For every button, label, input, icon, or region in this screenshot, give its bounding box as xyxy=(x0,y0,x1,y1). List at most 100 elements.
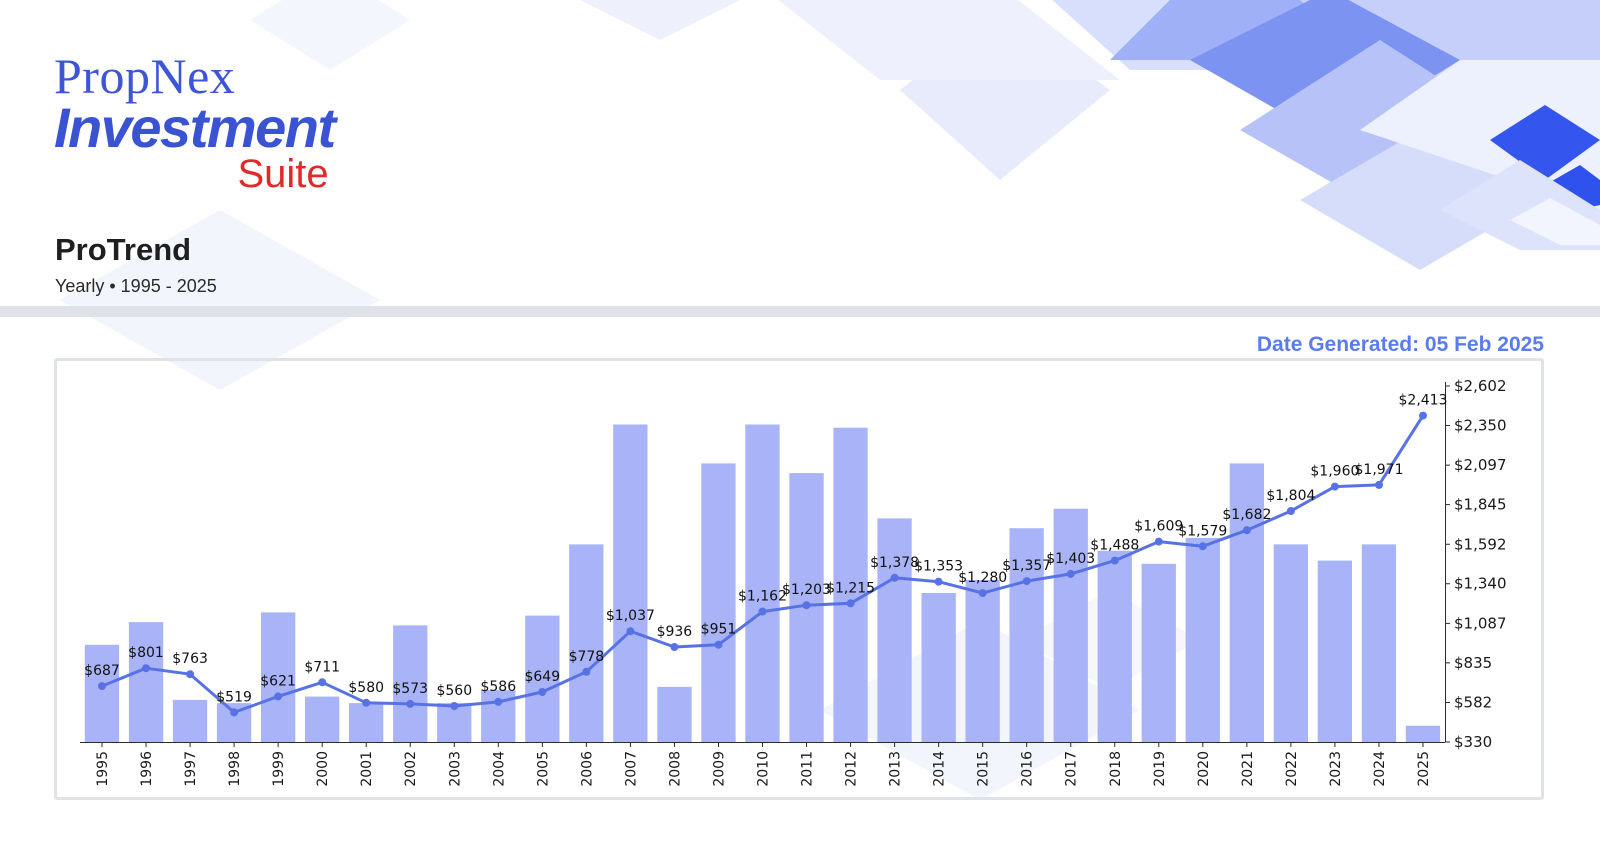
bar-2021 xyxy=(1229,463,1264,742)
x-tick-label-2006: 2006 xyxy=(579,751,595,787)
data-label-2014: $1,353 xyxy=(914,559,963,575)
report-subtitle: Yearly • 1995 - 2025 xyxy=(55,276,217,296)
data-label-2017: $1,403 xyxy=(1046,551,1095,567)
bar-2016 xyxy=(1009,528,1044,742)
y-tick-label-1845: $1,845 xyxy=(1454,496,1507,514)
x-tick-label-2021: 2021 xyxy=(1240,751,1256,787)
price-point-2022 xyxy=(1286,507,1295,515)
data-label-2018: $1,488 xyxy=(1090,538,1139,554)
x-tick-label-2011: 2011 xyxy=(800,751,816,787)
data-label-2012: $1,215 xyxy=(826,580,875,596)
price-point-2006 xyxy=(582,667,591,676)
price-point-2007 xyxy=(626,627,635,636)
price-point-2017 xyxy=(1066,569,1075,578)
x-tick-label-1997: 1997 xyxy=(183,751,199,787)
data-label-2007: $1,037 xyxy=(606,608,655,624)
data-label-2019: $1,609 xyxy=(1134,519,1183,535)
data-label-1996: $801 xyxy=(128,645,164,661)
x-tick-label-1995: 1995 xyxy=(95,751,111,787)
bar-1996 xyxy=(128,622,164,742)
data-label-2009: $951 xyxy=(701,622,737,638)
price-point-2025 xyxy=(1419,411,1427,420)
data-label-2004: $586 xyxy=(480,679,516,695)
x-tick-label-2001: 2001 xyxy=(359,751,375,787)
x-tick-label-1999: 1999 xyxy=(271,751,287,787)
price-point-1995 xyxy=(98,682,106,691)
price-point-2001 xyxy=(362,698,371,707)
data-label-2013: $1,378 xyxy=(870,555,919,571)
x-tick-label-1996: 1996 xyxy=(139,751,155,787)
x-tick-label-2019: 2019 xyxy=(1152,751,1168,787)
x-tick-label-2018: 2018 xyxy=(1108,751,1124,787)
bar-2006 xyxy=(569,544,604,742)
x-tick-label-2022: 2022 xyxy=(1284,751,1300,787)
bar-2012 xyxy=(833,427,868,742)
price-point-2004 xyxy=(494,697,503,706)
price-point-2016 xyxy=(1022,577,1031,586)
data-label-2006: $778 xyxy=(569,649,605,665)
price-point-2018 xyxy=(1110,556,1119,565)
price-point-2014 xyxy=(934,577,943,586)
bar-2000 xyxy=(305,696,340,742)
price-point-2011 xyxy=(802,601,811,610)
price-point-2010 xyxy=(758,607,767,616)
data-label-2020: $1,579 xyxy=(1178,523,1227,539)
y-tick-label-2097: $2,097 xyxy=(1454,456,1507,474)
x-tick-label-2004: 2004 xyxy=(491,751,507,787)
x-tick-label-2020: 2020 xyxy=(1196,751,1212,787)
data-label-2023: $1,960 xyxy=(1310,464,1359,480)
x-tick-label-2013: 2013 xyxy=(888,751,904,787)
data-label-2022: $1,804 xyxy=(1266,488,1315,504)
y-tick-label-330: $330 xyxy=(1454,733,1492,751)
x-tick-label-2025: 2025 xyxy=(1416,751,1432,787)
price-point-1999 xyxy=(274,692,283,701)
bar-2017 xyxy=(1053,508,1088,742)
data-label-2000: $711 xyxy=(304,659,340,675)
price-point-2019 xyxy=(1154,537,1163,546)
bar-2001 xyxy=(349,703,384,742)
bar-2008 xyxy=(657,686,692,742)
price-point-2013 xyxy=(890,573,899,582)
data-label-2016: $1,357 xyxy=(1002,558,1051,574)
price-point-2009 xyxy=(714,640,723,649)
price-point-2023 xyxy=(1330,482,1339,491)
price-point-2024 xyxy=(1375,480,1383,489)
y-tick-label-1087: $1,087 xyxy=(1454,614,1507,632)
price-point-2003 xyxy=(450,702,459,710)
x-tick-label-2023: 2023 xyxy=(1328,751,1344,787)
x-tick-label-2012: 2012 xyxy=(844,751,860,787)
bar-2025 xyxy=(1405,725,1441,742)
data-label-2021: $1,682 xyxy=(1222,507,1271,523)
bar-2020 xyxy=(1185,537,1220,742)
y-tick-label-835: $835 xyxy=(1454,654,1492,672)
bar-2005 xyxy=(525,615,560,742)
x-tick-label-2017: 2017 xyxy=(1064,751,1080,787)
data-label-2025: $2,413 xyxy=(1399,393,1448,409)
x-tick-label-2009: 2009 xyxy=(712,751,728,787)
x-tick-label-2005: 2005 xyxy=(535,751,551,787)
data-label-2008: $936 xyxy=(657,624,693,640)
y-tick-label-1340: $1,340 xyxy=(1454,575,1507,593)
axis-layer: 1995 1996 1997 1998 1999 2000 2001 2002 2003 2004… xyxy=(80,377,1507,787)
line-layer xyxy=(98,411,1427,717)
y-tick-label-2602: $2,602 xyxy=(1454,377,1507,395)
data-label-2024: $1,971 xyxy=(1355,462,1404,478)
data-label-1999: $621 xyxy=(260,673,296,689)
bar-2013 xyxy=(877,518,912,742)
propnex-logo: PropNex Investment Suite xyxy=(54,50,336,196)
logo-product-sub: Suite xyxy=(237,152,329,196)
x-tick-label-2014: 2014 xyxy=(932,751,948,787)
price-point-1996 xyxy=(142,664,150,673)
bar-2002 xyxy=(393,625,428,742)
bar-2007 xyxy=(613,424,648,742)
x-tick-label-2016: 2016 xyxy=(1020,751,1036,787)
x-tick-label-2003: 2003 xyxy=(447,751,463,787)
y-tick-label-582: $582 xyxy=(1454,694,1492,712)
data-label-1997: $763 xyxy=(172,651,208,667)
bar-2015 xyxy=(965,580,1000,742)
price-point-2021 xyxy=(1242,526,1251,535)
bar-1997 xyxy=(172,699,208,742)
y-tick-label-1592: $1,592 xyxy=(1454,535,1507,553)
bar-1999 xyxy=(261,612,296,742)
